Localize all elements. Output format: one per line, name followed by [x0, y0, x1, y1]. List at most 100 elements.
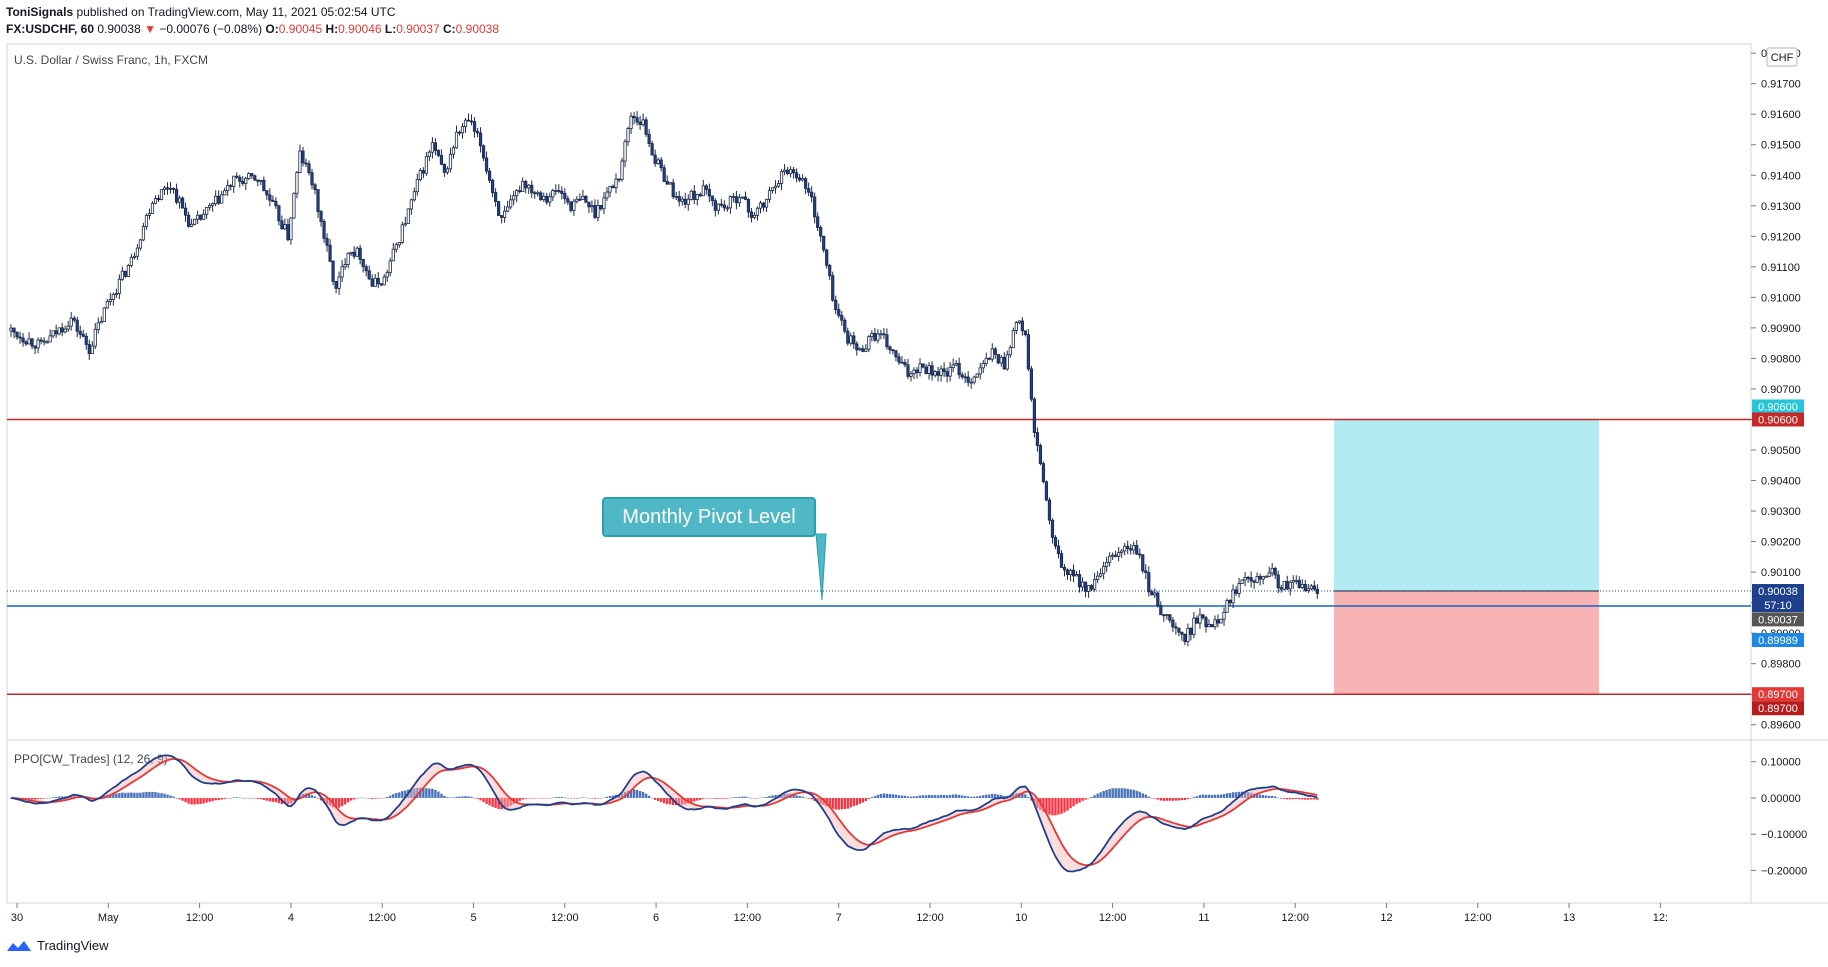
- candle: [232, 175, 236, 193]
- candle: [36, 337, 40, 354]
- ppo-histogram-bar: [1057, 797, 1060, 815]
- price-tag-text: 0.89700: [1758, 703, 1798, 715]
- ppo-histogram-bar: [798, 796, 801, 798]
- currency-tag-box: [1766, 47, 1798, 67]
- candle-body: [1195, 617, 1199, 624]
- time-tick-label: 10: [1015, 912, 1027, 924]
- candle-body: [1071, 569, 1076, 577]
- horizontal-levels[interactable]: [7, 418, 1751, 695]
- position-tool[interactable]: [1334, 419, 1599, 695]
- price-tick-label: 0.90400: [1761, 476, 1801, 488]
- candle: [1297, 576, 1301, 589]
- footer-brand[interactable]: TradingView: [6, 938, 109, 953]
- candle: [78, 325, 82, 339]
- candle-body: [235, 175, 239, 178]
- ppo-histogram-bar: [479, 797, 482, 801]
- ppo-histogram-bar: [1114, 788, 1117, 798]
- ppo-histogram-bar: [690, 797, 693, 803]
- candle-body: [1053, 537, 1058, 547]
- candle-body: [205, 206, 209, 215]
- ppo-histogram-bar: [33, 797, 37, 800]
- ppo-histogram-bar: [121, 792, 124, 798]
- candle-body: [551, 190, 555, 198]
- candle-body: [978, 367, 982, 375]
- ppo-histogram-bar: [178, 797, 181, 800]
- candle: [798, 174, 802, 183]
- price-tag: 0.90037: [1752, 612, 1804, 627]
- ppo-histogram-bar: [395, 793, 398, 798]
- ppo-histogram-bar: [831, 797, 834, 809]
- candle-body: [1249, 577, 1253, 582]
- candle-body: [819, 227, 823, 237]
- candle: [177, 195, 182, 209]
- ppo-histogram-bar: [717, 797, 720, 799]
- candle-body: [566, 198, 570, 203]
- ppo-histogram-bar: [60, 796, 64, 798]
- ppo-histogram-bar: [1060, 797, 1063, 814]
- ppo-histogram-bar: [1234, 792, 1238, 798]
- ppo-histogram-bar: [352, 797, 356, 800]
- ppo-histogram-bar: [1177, 797, 1181, 801]
- candle: [873, 327, 877, 342]
- candle-body: [1038, 445, 1043, 465]
- price-axis[interactable]: 0.918000.917000.916000.915000.914000.913…: [1751, 47, 1807, 877]
- candle-body: [117, 278, 121, 294]
- candle: [54, 324, 58, 338]
- candle: [921, 363, 925, 369]
- time-axis[interactable]: 30 May 12:00 4 12:00 5 12:00 6 12:00 7 12:00 10 12:0…: [11, 903, 1668, 924]
- candle: [939, 365, 943, 382]
- candle: [466, 113, 471, 122]
- candle-body: [168, 187, 173, 190]
- ppo-tick-label: −0.10000: [1761, 829, 1807, 841]
- candle: [283, 218, 287, 230]
- candle-body: [460, 126, 465, 134]
- candle: [1099, 568, 1103, 578]
- ppo-histogram-bar: [1117, 788, 1120, 798]
- candle-body: [1219, 618, 1223, 624]
- candle: [445, 166, 450, 175]
- candle: [451, 145, 456, 159]
- ppo-histogram-bar: [337, 797, 341, 808]
- candle: [716, 203, 720, 215]
- candle-body: [828, 264, 832, 277]
- candle: [689, 189, 693, 201]
- ppo-histogram-bar: [434, 789, 437, 798]
- candle-body: [1180, 631, 1184, 635]
- candle-body: [9, 327, 13, 332]
- candle-body: [626, 128, 630, 143]
- ppo-histogram-bar: [488, 797, 491, 806]
- candle: [208, 202, 212, 211]
- candle-body: [1014, 322, 1018, 331]
- candle: [81, 329, 85, 338]
- candle-body: [33, 345, 37, 349]
- candle-body: [530, 184, 534, 194]
- ppo-histogram-bar: [440, 793, 443, 798]
- candle: [1285, 575, 1289, 591]
- candle: [361, 258, 365, 273]
- ppo-histogram-bar: [957, 794, 961, 798]
- publisher-name[interactable]: ToniSignals: [6, 5, 74, 19]
- candle: [1147, 566, 1151, 597]
- candle-body: [1159, 604, 1163, 616]
- candle-body: [1234, 589, 1238, 594]
- candle-body: [746, 198, 751, 213]
- ppo-histogram-bar: [1096, 793, 1099, 798]
- candle: [319, 209, 323, 227]
- candle: [93, 323, 97, 350]
- candle: [262, 176, 266, 192]
- time-tick-label: 12:00: [916, 912, 944, 924]
- ppo-histogram-bar: [250, 797, 253, 799]
- candle: [21, 332, 25, 347]
- ppo-histogram-bar: [924, 795, 928, 798]
- candle-body: [1023, 330, 1027, 335]
- candle: [996, 353, 1000, 365]
- candle: [882, 328, 886, 340]
- ppo-histogram-bar: [1286, 797, 1289, 800]
- candle-body: [677, 195, 681, 202]
- monthly-pivot-callout[interactable]: Monthly Pivot Level: [602, 497, 816, 537]
- candle: [1141, 554, 1145, 574]
- ppo-histogram-bar: [973, 796, 976, 798]
- candle: [442, 163, 447, 177]
